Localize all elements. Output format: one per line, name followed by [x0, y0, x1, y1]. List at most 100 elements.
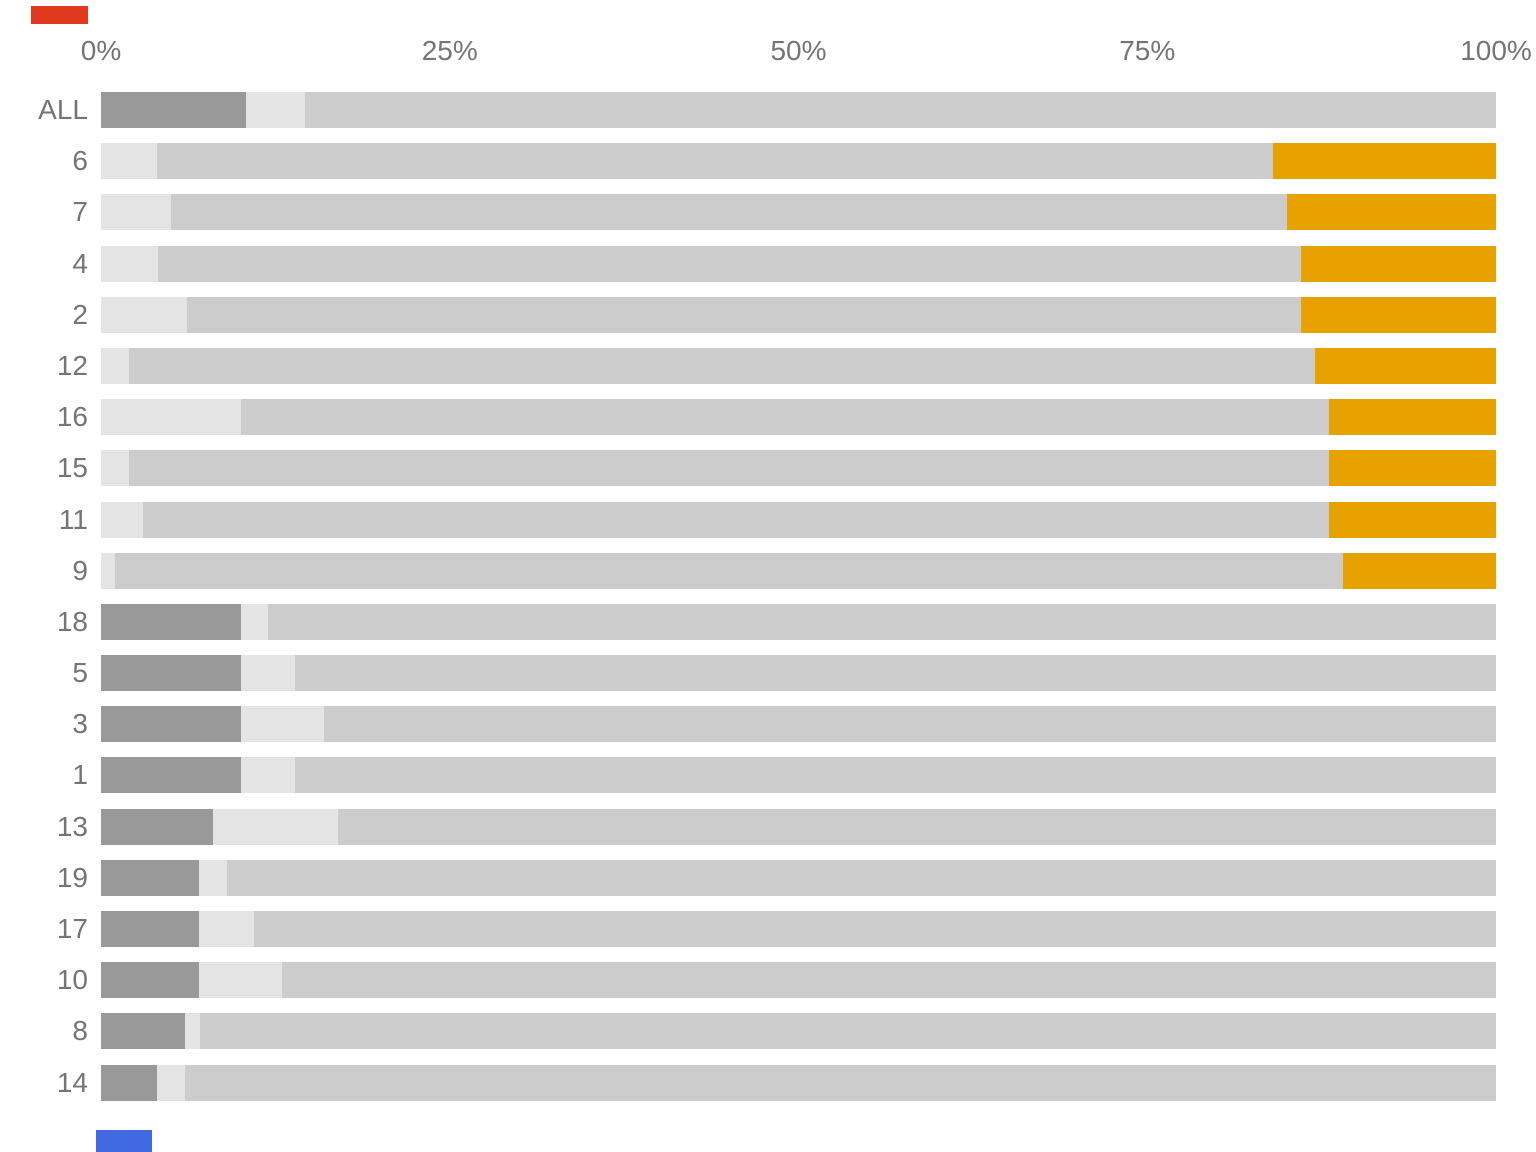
chart-row: 18 [0, 603, 1496, 640]
chart-row: 2 [0, 296, 1496, 333]
red-marker [31, 6, 88, 24]
segment-orange [1328, 399, 1496, 436]
chart-row: 16 [0, 399, 1496, 436]
chart-row: 15 [0, 450, 1496, 487]
segment-light-gray [240, 757, 295, 794]
bar-track [101, 1013, 1496, 1050]
segment-orange [1300, 245, 1496, 282]
bar-track [101, 92, 1496, 128]
bar-track [101, 501, 1496, 538]
row-label: 1 [72, 759, 88, 791]
row-label: 14 [56, 1066, 88, 1098]
segment-orange [1328, 450, 1496, 487]
bar-track [101, 399, 1496, 436]
row-label: 9 [72, 554, 88, 586]
segment-light-gray [246, 92, 305, 128]
bar-track [101, 347, 1496, 384]
bar-track [101, 552, 1496, 589]
segment-dark-gray [101, 911, 199, 947]
bar-rows: ALL 6 7 4 2 12 16 15 11 9 18 [0, 92, 1496, 1116]
bar-track [101, 143, 1496, 180]
row-label: 13 [56, 810, 88, 842]
axis-tick: 100% [1460, 35, 1532, 66]
segment-light-gray [101, 194, 171, 231]
bar-track [101, 911, 1496, 947]
row-label: 3 [72, 708, 88, 740]
segment-dark-gray [101, 1064, 157, 1101]
bar-track [101, 808, 1496, 845]
segment-mid-gray [170, 194, 1287, 231]
row-label: 5 [72, 657, 88, 689]
chart-row: 6 [0, 143, 1496, 180]
chart-row: 5 [0, 655, 1496, 692]
segment-light-gray [101, 296, 188, 333]
bar-track [101, 962, 1496, 999]
segment-mid-gray [226, 859, 1496, 896]
row-label: 17 [56, 913, 88, 944]
bar-track [101, 450, 1496, 487]
segment-orange [1314, 347, 1496, 384]
bar-track [101, 655, 1496, 692]
segment-mid-gray [254, 911, 1496, 947]
segment-light-gray [101, 399, 241, 436]
bar-track [101, 757, 1496, 794]
segment-mid-gray [128, 450, 1329, 487]
segment-mid-gray [142, 501, 1329, 538]
segment-light-gray [101, 552, 115, 589]
segment-orange [1272, 143, 1496, 180]
chart-row: ALL [0, 92, 1496, 128]
chart-row: 9 [0, 552, 1496, 589]
segment-mid-gray [268, 603, 1496, 640]
axis-tick: 25% [421, 35, 478, 66]
segment-mid-gray [128, 347, 1315, 384]
chart-row: 14 [0, 1064, 1496, 1101]
chart-row: 19 [0, 859, 1496, 896]
row-label: 19 [56, 861, 88, 893]
segment-mid-gray [294, 655, 1496, 692]
segment-light-gray [101, 143, 157, 180]
segment-mid-gray [158, 245, 1301, 282]
segment-dark-gray [101, 859, 199, 896]
chart-row: 1 [0, 757, 1496, 794]
segment-light-gray [240, 655, 295, 692]
chart-row: 8 [0, 1013, 1496, 1050]
segment-mid-gray [187, 296, 1301, 333]
segment-light-gray [101, 501, 143, 538]
segment-orange [1300, 296, 1496, 333]
chart-row: 11 [0, 501, 1496, 538]
segment-mid-gray [184, 1064, 1496, 1101]
segment-light-gray [101, 245, 159, 282]
segment-dark-gray [101, 706, 241, 743]
segment-light-gray [212, 808, 339, 845]
row-label: 8 [72, 1015, 88, 1047]
bar-track [101, 859, 1496, 896]
row-label: 6 [72, 145, 88, 177]
row-label: 15 [56, 452, 88, 484]
segment-light-gray [198, 911, 255, 947]
chart-row: 3 [0, 706, 1496, 743]
segment-light-gray [156, 1064, 185, 1101]
row-label: 10 [56, 964, 88, 996]
segment-orange [1342, 552, 1496, 589]
row-label: 4 [72, 247, 88, 279]
row-label: ALL [38, 94, 88, 125]
segment-light-gray [184, 1013, 201, 1050]
row-label: 12 [56, 349, 88, 381]
chart-row: 10 [0, 962, 1496, 999]
segment-orange [1328, 501, 1496, 538]
row-label: 16 [56, 401, 88, 433]
bar-track [101, 194, 1496, 231]
row-label: 18 [56, 605, 88, 637]
segment-mid-gray [114, 552, 1343, 589]
segment-mid-gray [294, 757, 1496, 794]
bar-track [101, 1064, 1496, 1101]
segment-mid-gray [200, 1013, 1496, 1050]
segment-mid-gray [156, 143, 1273, 180]
row-label: 11 [58, 503, 88, 535]
segment-dark-gray [101, 757, 241, 794]
axis-tick: 50% [770, 35, 827, 66]
bar-track [101, 706, 1496, 743]
segment-dark-gray [101, 603, 241, 640]
axis-tick: 75% [1119, 35, 1176, 66]
